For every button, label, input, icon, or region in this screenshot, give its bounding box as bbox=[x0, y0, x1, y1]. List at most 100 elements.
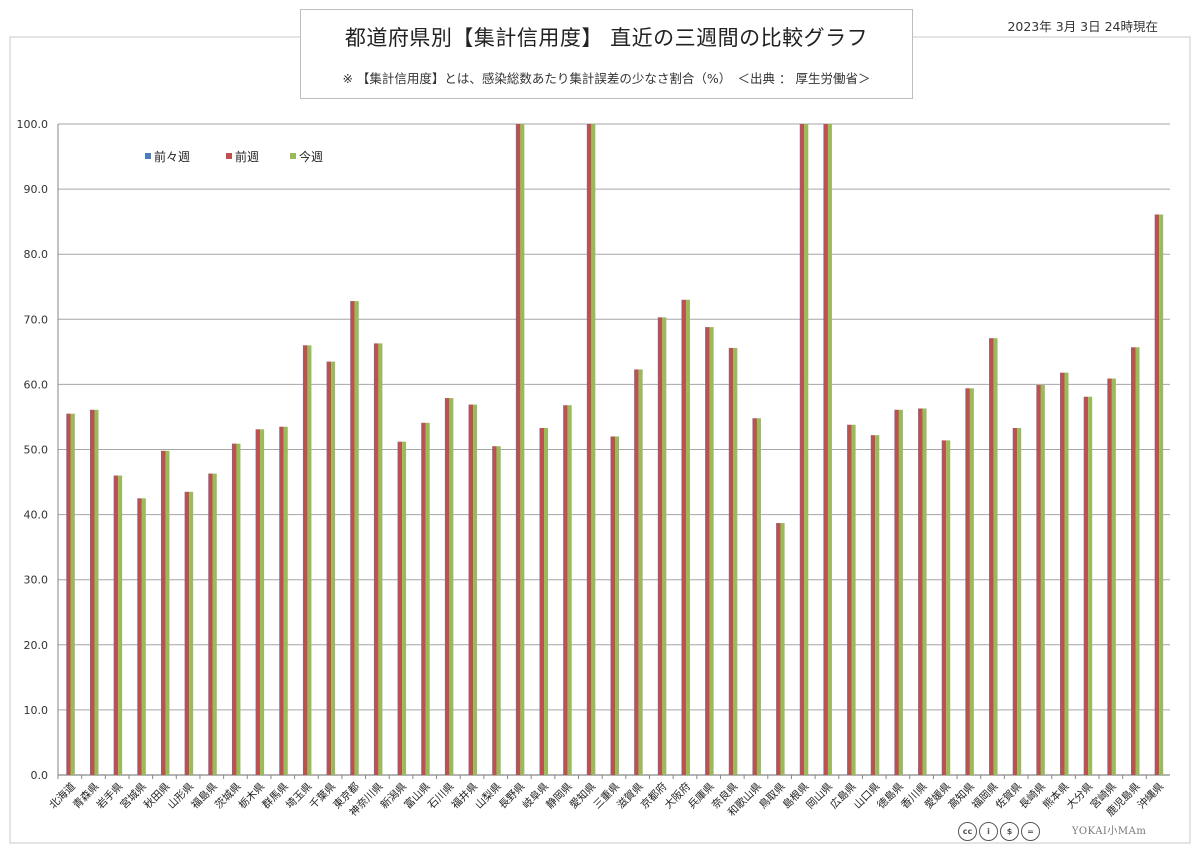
bar-prev bbox=[658, 317, 663, 775]
credit-footer: cc i $ = YOKAI小MAm bbox=[958, 822, 1146, 841]
bar-prev bbox=[374, 343, 379, 775]
bar-current bbox=[94, 409, 99, 775]
bar-current bbox=[922, 408, 927, 775]
bar-prev bbox=[752, 418, 757, 775]
bar-current bbox=[473, 404, 478, 775]
bar-prev bbox=[1107, 378, 1112, 775]
bar-prev bbox=[161, 450, 166, 775]
bar-current bbox=[1135, 347, 1140, 775]
bar-current bbox=[969, 388, 974, 775]
y-tick-label: 20.0 bbox=[24, 639, 49, 652]
bar-current bbox=[118, 475, 123, 775]
bar-prev bbox=[965, 388, 970, 775]
y-tick-label: 30.0 bbox=[24, 574, 49, 587]
bar-prev bbox=[776, 523, 781, 775]
y-tick-label: 0.0 bbox=[31, 769, 49, 782]
legend-label: 今週 bbox=[299, 149, 323, 164]
bar-prev bbox=[327, 361, 332, 775]
bar-current bbox=[307, 345, 312, 775]
bar-prev bbox=[469, 404, 474, 775]
bar-current bbox=[165, 450, 170, 775]
bar-current bbox=[638, 369, 643, 775]
legend-swatch bbox=[226, 153, 232, 159]
bar-current bbox=[946, 440, 951, 775]
bar-current bbox=[378, 343, 383, 775]
bar-prev bbox=[918, 408, 923, 775]
bar-current bbox=[804, 124, 809, 775]
bar-current bbox=[1040, 385, 1045, 775]
brand-logo: YOKAI小MAm bbox=[1071, 826, 1147, 837]
bar-current bbox=[331, 361, 336, 775]
bar-prev bbox=[563, 405, 568, 775]
bar-prev bbox=[729, 347, 734, 775]
y-tick-label: 80.0 bbox=[24, 248, 49, 261]
bar-current bbox=[1017, 428, 1022, 775]
bar-prev bbox=[421, 422, 426, 775]
bar-prev bbox=[1013, 428, 1018, 775]
chart-title: 都道府県別【集計信用度】 直近の三週間の比較グラフ bbox=[344, 26, 869, 50]
bar-current bbox=[520, 124, 525, 775]
bar-prev bbox=[208, 473, 213, 775]
bar-prev bbox=[185, 491, 190, 775]
legend-label: 前週 bbox=[235, 149, 259, 164]
bar-prev bbox=[1060, 372, 1065, 775]
chart-subtitle: ※ 【集計信用度】とは、感染総数あたり集計誤差の少なさ割合（%） ＜出典 ： 厚… bbox=[342, 71, 871, 86]
bar-prev bbox=[445, 398, 450, 775]
bar-current bbox=[875, 435, 880, 775]
bar-prev bbox=[303, 345, 308, 775]
bar-prev bbox=[114, 475, 119, 775]
by-license-icon: i bbox=[979, 822, 998, 841]
bar-prev bbox=[66, 413, 71, 775]
y-tick-label: 50.0 bbox=[24, 444, 49, 457]
bar-prev bbox=[611, 436, 615, 775]
y-tick-label: 10.0 bbox=[24, 704, 49, 717]
y-tick-label: 100.0 bbox=[17, 118, 49, 131]
bar-prev bbox=[256, 429, 261, 775]
bar-current bbox=[898, 409, 903, 775]
bar-current bbox=[449, 398, 454, 775]
bar-current bbox=[733, 347, 738, 775]
bar-current bbox=[685, 299, 690, 775]
bar-prev bbox=[800, 124, 805, 775]
bar-current bbox=[544, 428, 549, 775]
nd-license-icon: = bbox=[1021, 822, 1040, 841]
bar-current bbox=[1159, 214, 1164, 775]
legend-swatch bbox=[290, 153, 296, 159]
bar-prev bbox=[942, 440, 947, 775]
bar-prev bbox=[871, 435, 876, 775]
bar-current bbox=[662, 317, 667, 775]
bar-prev bbox=[894, 409, 899, 775]
bar-current bbox=[851, 424, 856, 775]
bar-current bbox=[212, 473, 217, 775]
bar-current bbox=[756, 418, 761, 775]
cc-license-icon: cc bbox=[958, 822, 977, 841]
bar-current bbox=[1088, 396, 1093, 775]
bar-prev bbox=[232, 443, 237, 775]
bar-prev bbox=[681, 299, 686, 775]
bar-current bbox=[189, 491, 194, 775]
bar-prev bbox=[823, 124, 828, 775]
bar-current bbox=[827, 124, 832, 775]
date-stamp: 2023年 3月 3日 24時現在 bbox=[1007, 19, 1158, 34]
bar-prev bbox=[847, 424, 852, 775]
y-tick-label: 40.0 bbox=[24, 509, 49, 522]
bar-current bbox=[260, 429, 265, 775]
bar-current bbox=[236, 443, 241, 775]
bar-prev bbox=[90, 409, 95, 775]
bar-prev bbox=[137, 498, 142, 775]
bar-current bbox=[402, 441, 407, 775]
bar-current bbox=[1111, 378, 1116, 775]
bar-prev bbox=[587, 124, 592, 775]
legend-swatch bbox=[145, 153, 151, 159]
bar-current bbox=[615, 436, 619, 775]
bar-prev bbox=[634, 369, 639, 775]
bar-prev bbox=[540, 428, 545, 775]
bar-current bbox=[283, 426, 288, 775]
y-tick-label: 60.0 bbox=[24, 378, 49, 391]
bar-prev bbox=[1084, 396, 1089, 775]
bar-prev bbox=[398, 441, 403, 775]
bar-current bbox=[780, 523, 785, 775]
bar-current bbox=[496, 446, 501, 775]
legend-label: 前々週 bbox=[154, 149, 190, 164]
